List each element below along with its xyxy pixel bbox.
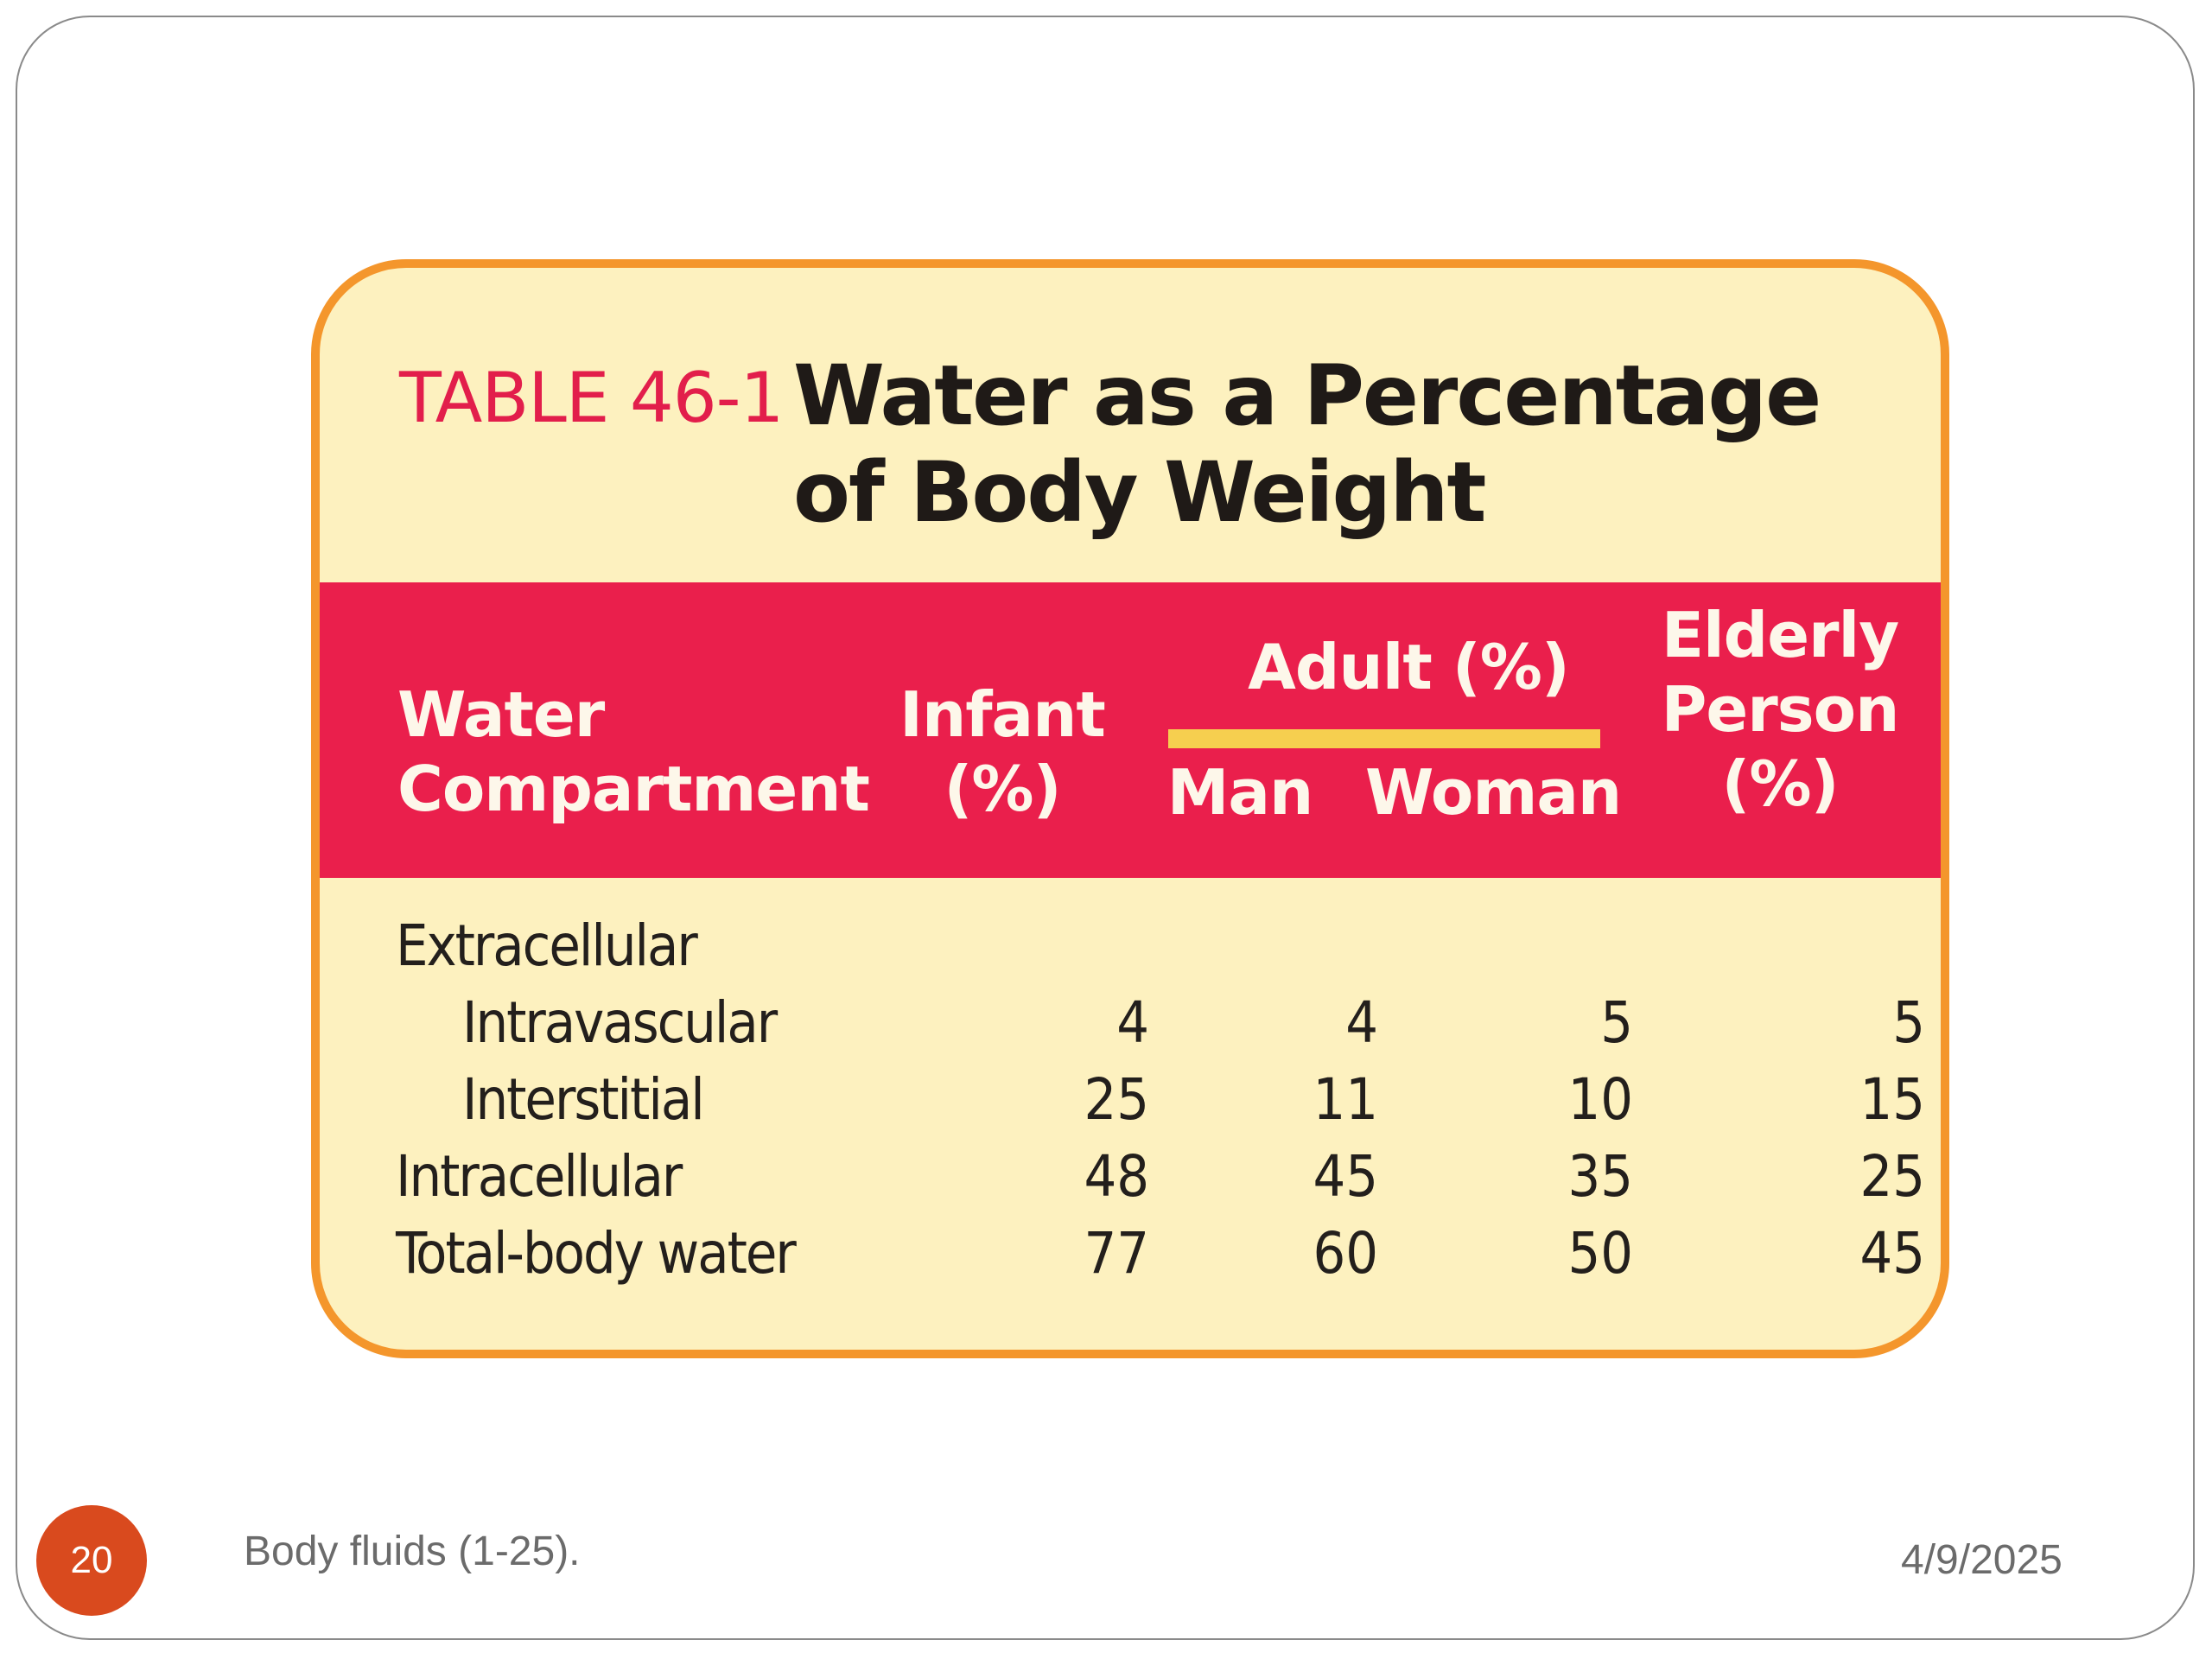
table-title-area: TABLE 46-1 Water as a Percentage of Body… <box>320 268 1941 579</box>
cell-elderly: 15 <box>1859 1066 1925 1133</box>
cell-elderly: 5 <box>1892 989 1925 1056</box>
cell-man: 4 <box>1345 989 1378 1056</box>
table-title: Water as a Percentage of Body Weight <box>793 347 1830 541</box>
header-infant-line2: (%) <box>944 753 1062 825</box>
header-water-line2: Compartment <box>397 753 870 825</box>
table-title-line2: of Body Weight <box>793 444 1486 541</box>
table-card: TABLE 46-1 Water as a Percentage of Body… <box>311 259 1949 1358</box>
cell-infant: 4 <box>1116 989 1149 1056</box>
cell-man: 45 <box>1313 1143 1378 1210</box>
adult-group-rule <box>1168 729 1600 748</box>
header-elderly-line1: Elderly <box>1661 599 1899 671</box>
cell-woman: 10 <box>1567 1066 1633 1133</box>
table-row: Intravascular 4 4 5 5 <box>320 984 1941 1062</box>
cell-woman: 35 <box>1567 1143 1633 1210</box>
table-row: Extracellular <box>320 907 1941 985</box>
cell-man: 11 <box>1313 1066 1378 1133</box>
table-row: Total-body water 77 60 50 45 <box>320 1215 1941 1293</box>
row-label: Intracellular <box>396 1143 683 1210</box>
cell-woman: 5 <box>1600 989 1633 1056</box>
footer-title: Body fluids (1-25). <box>244 1529 581 1574</box>
row-label: Interstitial <box>462 1066 705 1133</box>
header-infant-line1: Infant <box>899 678 1106 751</box>
row-label: Intravascular <box>462 989 778 1056</box>
header-man: Man <box>1166 756 1314 829</box>
table-number: TABLE 46-1 <box>399 358 784 438</box>
footer-date: 4/9/2025 <box>1901 1537 2063 1583</box>
slide-number-badge: 20 <box>36 1505 147 1616</box>
header-elderly-line3: (%) <box>1721 747 1840 820</box>
table-row: Interstitial 25 11 10 15 <box>320 1061 1941 1139</box>
header-woman: Woman <box>1365 756 1622 829</box>
row-label: Extracellular <box>396 912 698 979</box>
table-header-row: Water Compartment Infant (%) Adult (%) M… <box>320 582 1941 878</box>
cell-elderly: 25 <box>1859 1143 1925 1210</box>
cell-woman: 50 <box>1567 1220 1633 1287</box>
header-infant: Infant (%) <box>890 677 1115 826</box>
table-title-line1: Water as a Percentage <box>793 347 1821 444</box>
header-elderly-line2: Person <box>1661 673 1900 746</box>
cell-infant: 77 <box>1084 1220 1149 1287</box>
header-water-compartment: Water Compartment <box>397 677 870 826</box>
slide-frame: TABLE 46-1 Water as a Percentage of Body… <box>16 16 2195 1640</box>
cell-man: 60 <box>1313 1220 1378 1287</box>
row-label: Total-body water <box>396 1220 797 1287</box>
header-elderly-person: Elderly Person (%) <box>1650 598 1910 821</box>
cell-elderly: 45 <box>1859 1220 1925 1287</box>
header-adult: Adult (%) <box>1248 631 1570 703</box>
table-row: Intracellular 48 45 35 25 <box>320 1138 1941 1216</box>
cell-infant: 25 <box>1084 1066 1149 1133</box>
header-water-line1: Water <box>397 678 605 751</box>
cell-infant: 48 <box>1084 1143 1149 1210</box>
